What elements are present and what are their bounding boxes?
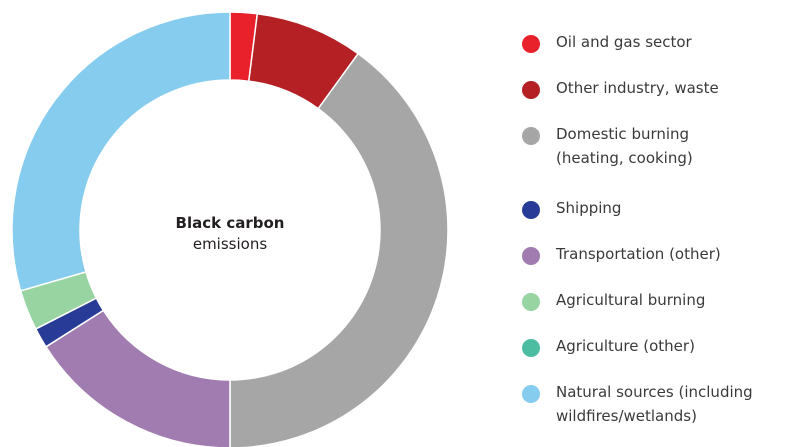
legend-label: Agriculture (other) (556, 337, 695, 355)
legend-label: Agricultural burning (556, 291, 706, 309)
legend-label: Oil and gas sector (556, 33, 692, 51)
slice-transportation-other (44, 309, 231, 447)
legend-swatch (522, 247, 540, 265)
legend-swatch (522, 81, 540, 99)
legend-item-other-industry-waste: Other industry, waste (522, 76, 719, 100)
center-title: Black carbon (176, 214, 285, 232)
donut-slices (11, 11, 449, 447)
legend-label: Transportation (other) (556, 245, 721, 263)
center-subtitle: emissions (193, 235, 267, 253)
legend-swatch (522, 127, 540, 145)
legend-swatch (522, 35, 540, 53)
legend-swatch (522, 201, 540, 219)
donut-chart-svg: Black carbon emissions (11, 11, 449, 447)
legend-item-domestic-burning: Domestic burning (heating, cooking) (522, 122, 693, 170)
legend-swatch (522, 293, 540, 311)
legend-swatch (522, 339, 540, 357)
legend-swatch (522, 385, 540, 403)
legend-item-natural-sources-including: Natural sources (including wildfires/wet… (522, 380, 753, 428)
legend-label: Domestic burning (heating, cooking) (556, 125, 693, 167)
legend-item-agricultural-burning: Agricultural burning (522, 288, 705, 312)
legend-label: Shipping (556, 199, 622, 217)
slice-natural-sources-including (11, 11, 231, 292)
legend-item-transportation-other: Transportation (other) (522, 242, 721, 266)
legend-label: Natural sources (including wildfires/wet… (556, 383, 753, 425)
legend-item-oil-and-gas-sector: Oil and gas sector (522, 30, 692, 54)
legend-item-shipping: Shipping (522, 196, 621, 220)
legend-label: Other industry, waste (556, 79, 719, 97)
legend-item-agriculture-other: Agriculture (other) (522, 334, 695, 358)
